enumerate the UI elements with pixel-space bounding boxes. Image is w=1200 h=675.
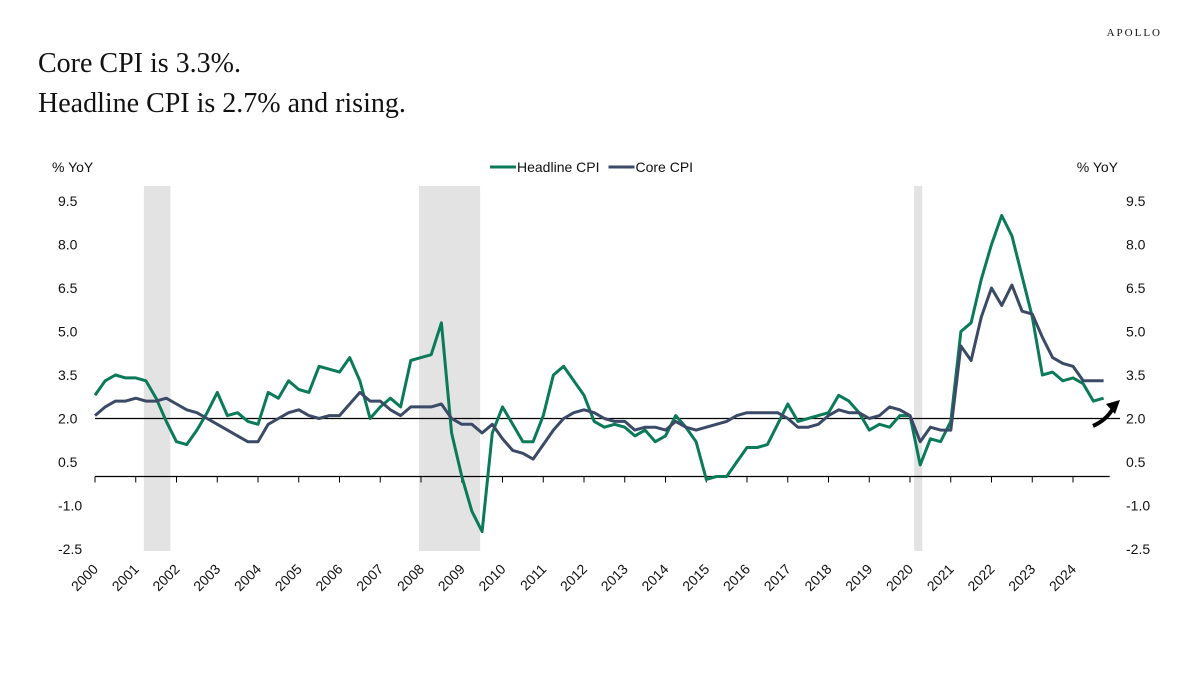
x-tick-label: 2023 (1005, 561, 1038, 594)
x-tick-label: 2022 (964, 561, 997, 594)
foreground-layer: -2.5 -1.0 0.5 2.0 3.5 5.0 6.5 8.0 9.5 -2.5 -1.0 0.5… (58, 159, 1150, 594)
x-tick-label: 2000 (68, 561, 101, 594)
x-tick-label: 2008 (394, 561, 427, 594)
y2-tick-label: 8.0 (1126, 237, 1146, 253)
x-tick-label: 2013 (598, 561, 631, 594)
trend-arrow (1092, 408, 1114, 428)
x-tick-label: 2015 (679, 561, 712, 594)
background-layer (143, 186, 923, 551)
x-tick-label: 2016 (720, 561, 753, 594)
y2-tick-label: -1.0 (1126, 498, 1150, 514)
x-tick-label: 2001 (109, 561, 142, 594)
x-tick-label: 2012 (557, 561, 590, 594)
y2-tick-label: 5.0 (1126, 324, 1146, 340)
y2-axis-label: % YoY (1077, 159, 1119, 175)
x-tick-label: 2020 (883, 561, 916, 594)
x-tick-label: 2007 (353, 561, 386, 594)
x-tick-label: 2002 (149, 561, 182, 594)
x-tick-label: 2011 (517, 561, 550, 594)
y-tick-label: 9.5 (58, 193, 78, 209)
x-tick-label: 2009 (435, 561, 468, 594)
y-tick-label: 3.5 (58, 367, 78, 383)
y2-tick-label: -2.5 (1126, 541, 1150, 557)
recession-band (418, 186, 481, 551)
y2-tick-label: 2.0 (1126, 411, 1146, 427)
x-tick-label: 2006 (312, 561, 345, 594)
y2-tick-label: 0.5 (1126, 454, 1146, 470)
recession-band (914, 186, 923, 551)
y-tick-label: 0.5 (58, 454, 78, 470)
x-tick-label: 2019 (842, 561, 875, 594)
x-tick-label: 2018 (801, 561, 834, 594)
y-tick-label: -2.5 (58, 541, 82, 557)
legend-label: Headline CPI (517, 159, 600, 175)
y-tick-label: -1.0 (58, 498, 82, 514)
x-tick-label: 2017 (761, 561, 794, 594)
series-line (93, 214, 1105, 534)
x-tick-label: 2024 (1046, 561, 1079, 594)
y-tick-label: 2.0 (58, 411, 78, 427)
y2-tick-label: 6.5 (1126, 280, 1146, 296)
x-tick-label: 2021 (924, 561, 957, 594)
y-tick-label: 5.0 (58, 324, 78, 340)
y-tick-label: 6.5 (58, 280, 78, 296)
chart-title: Core CPI is 3.3%. (38, 48, 241, 79)
legend-label: Core CPI (636, 159, 694, 175)
y-tick-label: 8.0 (58, 237, 78, 253)
trend-arrow-head (1106, 400, 1120, 414)
x-tick-label: 2010 (475, 561, 508, 594)
x-tick-label: 2003 (190, 561, 223, 594)
y-axis-label: % YoY (52, 159, 94, 175)
y2-tick-label: 3.5 (1126, 367, 1146, 383)
recession-band (143, 186, 171, 551)
series-line (94, 283, 1104, 461)
brand-logo: APOLLO (1107, 27, 1162, 39)
x-tick-label: 2005 (272, 561, 305, 594)
x-tick-label: 2014 (638, 561, 671, 594)
y2-tick-label: 9.5 (1126, 193, 1146, 209)
chart-subtitle: Headline CPI is 2.7% and rising. (38, 88, 406, 119)
x-tick-label: 2004 (231, 561, 264, 594)
